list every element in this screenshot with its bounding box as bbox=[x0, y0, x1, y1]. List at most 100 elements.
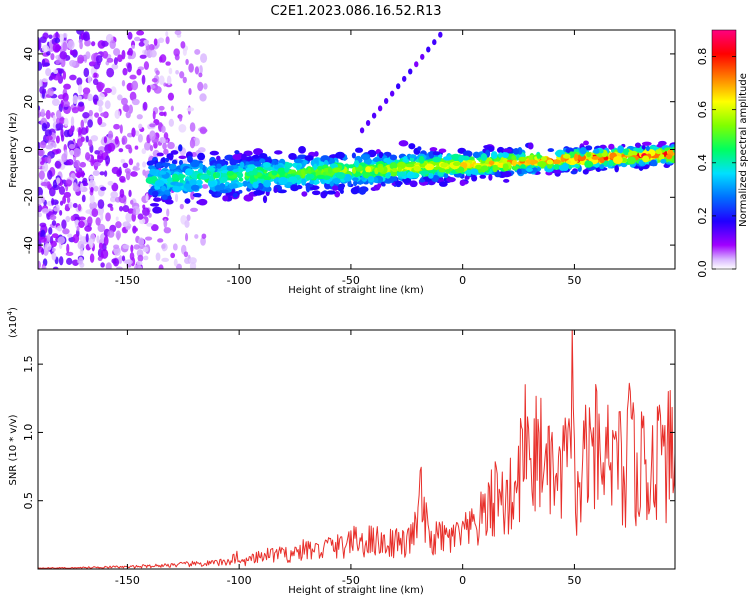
spectrogram-ridge-blob bbox=[175, 182, 184, 187]
spectrogram-noise-blob bbox=[39, 141, 47, 149]
spectrogram-noise-blob bbox=[165, 31, 169, 37]
spectrogram-noise-blob bbox=[38, 260, 41, 269]
spectrogram-x-axis-label: Height of straight line (km) bbox=[288, 285, 424, 296]
spectrogram-noise-blob bbox=[87, 75, 92, 84]
spectrogram-noise-blob bbox=[133, 36, 141, 42]
spectrogram-noise-blob bbox=[88, 179, 96, 189]
spectrogram-noise-blob bbox=[110, 206, 114, 212]
spectrogram-ridge-blob bbox=[189, 159, 200, 168]
spectrogram-noise-blob bbox=[40, 181, 49, 187]
spectrogram-noise-blob bbox=[105, 212, 111, 222]
snr-y-tick-label: 1.0 bbox=[22, 424, 35, 442]
spectrogram-ridge-blob bbox=[278, 176, 288, 185]
spectrogram-noise-blob bbox=[58, 117, 66, 125]
spectrogram-noise-blob bbox=[75, 171, 82, 178]
spectrogram-ridge-blob bbox=[444, 169, 451, 174]
spectrogram-ridge-blob bbox=[479, 174, 487, 179]
spectrogram-ridge-blob bbox=[189, 179, 197, 186]
spectrogram-noise-blob bbox=[87, 216, 93, 226]
spectrogram-noise-blob bbox=[106, 57, 114, 63]
spectrogram-ridge-blob bbox=[252, 181, 259, 189]
spectrogram-noise-blob bbox=[158, 75, 165, 85]
spectrogram-ridge-blob bbox=[284, 167, 290, 173]
spectrogram-streak-blob bbox=[420, 53, 425, 60]
spectrogram-noise-blob bbox=[107, 180, 114, 186]
snr-series-line bbox=[38, 330, 675, 569]
spectrogram-noise-blob bbox=[51, 233, 59, 239]
spectrogram-ridge-blob bbox=[408, 143, 416, 150]
spectrogram-ridge-blob bbox=[599, 156, 605, 164]
spectrogram-noise-blob bbox=[47, 170, 53, 180]
spectrogram-ridge-blob bbox=[424, 163, 435, 171]
spectrogram-noise-blob bbox=[58, 256, 64, 266]
spectrogram-noise-blob bbox=[96, 99, 104, 107]
spectrogram-ridge-blob bbox=[178, 173, 183, 180]
spectrogram-noise-blob bbox=[89, 201, 98, 210]
spectrogram-noise-blob bbox=[63, 83, 71, 90]
spectrogram-noise-blob bbox=[82, 181, 89, 187]
spectrogram-noise-blob bbox=[44, 243, 52, 251]
spectrogram-noise-blob bbox=[39, 86, 45, 94]
spectrogram-noise-blob bbox=[94, 112, 100, 118]
spectrogram-noise-blob bbox=[106, 67, 115, 78]
spectrogram-ridge-blob bbox=[262, 161, 271, 168]
spectrogram-ridge-blob bbox=[232, 192, 239, 198]
spectrogram-ridge-blob bbox=[355, 147, 364, 153]
spectrogram-noise-blob bbox=[142, 101, 148, 111]
spectrogram-ridge-blob bbox=[161, 194, 168, 200]
spectrogram-noise-blob bbox=[85, 152, 91, 161]
spectrogram-noise-blob bbox=[139, 54, 147, 59]
spectrogram-noise-blob bbox=[111, 63, 119, 70]
spectrogram-y-tick-label: 40 bbox=[22, 47, 35, 61]
spectrogram-ridge-blob bbox=[226, 165, 234, 172]
spectrogram-ridge-blob bbox=[242, 180, 248, 187]
spectrogram-noise-blob bbox=[149, 123, 156, 128]
snr-multiplier-exponent: 4 bbox=[6, 310, 14, 315]
spectrogram-noise-blob bbox=[128, 158, 134, 166]
spectrogram-ridge-blob bbox=[313, 180, 320, 185]
spectrogram-noise-blob bbox=[48, 34, 53, 39]
spectrogram-ridge-blob bbox=[304, 155, 314, 161]
spectrogram-noise-blob bbox=[105, 155, 111, 165]
spectrogram-noise-blob bbox=[89, 253, 95, 263]
spectrogram-ridge-blob bbox=[593, 148, 601, 154]
spectrogram-noise-blob bbox=[104, 87, 112, 94]
spectrogram-ridge-blob bbox=[628, 150, 638, 157]
spectrogram-ridge-blob bbox=[427, 169, 437, 174]
spectrogram-ridge-blob bbox=[209, 150, 219, 156]
spectrogram-noise-blob bbox=[63, 129, 71, 138]
spectrogram-noise-blob bbox=[46, 51, 51, 56]
snr-y-ticks: 0.5 1.0 1.5 bbox=[22, 355, 675, 509]
spectrogram-ridge-blob bbox=[168, 163, 177, 170]
spectrogram-noise-blob bbox=[78, 101, 85, 107]
spectrogram-noise-blob bbox=[142, 161, 147, 168]
spectrogram-ridge-blob bbox=[149, 202, 160, 207]
spectrogram-ridge-blob bbox=[518, 156, 527, 162]
spectrogram-noise-blob bbox=[79, 161, 87, 168]
spectrogram-ridge-blob bbox=[584, 145, 593, 151]
spectrogram-noise-blob bbox=[122, 162, 129, 169]
spectrogram-noise-blob bbox=[55, 109, 62, 119]
spectrogram-noise-blob bbox=[49, 91, 54, 96]
spectrogram-ridge-blob bbox=[551, 164, 562, 170]
spectrogram-ridge-blob bbox=[384, 179, 392, 184]
spectrogram-noise-blob bbox=[38, 170, 45, 180]
spectrogram-noise-blob bbox=[118, 148, 124, 153]
snr-x-tick-label: -50 bbox=[342, 574, 360, 587]
spectrogram-noise-blob bbox=[68, 144, 76, 150]
spectrogram-ridge-blob bbox=[409, 154, 417, 159]
spectrogram-noise-blob bbox=[200, 53, 208, 64]
spectrogram-noise-blob bbox=[62, 41, 68, 52]
spectrogram-ridge-blob bbox=[438, 168, 446, 173]
spectrogram-ridge-blob bbox=[520, 168, 526, 174]
spectrogram-ridge-blob bbox=[398, 140, 409, 147]
spectrogram-noise-blob bbox=[40, 161, 45, 166]
spectrogram-noise-blob bbox=[158, 111, 165, 116]
spectrogram-noise-blob bbox=[178, 123, 187, 133]
spectrogram-noise-blob bbox=[157, 238, 164, 243]
spectrogram-ridge-blob bbox=[502, 148, 513, 153]
spectrogram-noise-blob bbox=[72, 203, 78, 209]
spectrogram-ridge-blob bbox=[253, 148, 264, 156]
spectrogram-noise-blob bbox=[104, 170, 108, 177]
spectrogram-noise-blob bbox=[62, 92, 69, 103]
